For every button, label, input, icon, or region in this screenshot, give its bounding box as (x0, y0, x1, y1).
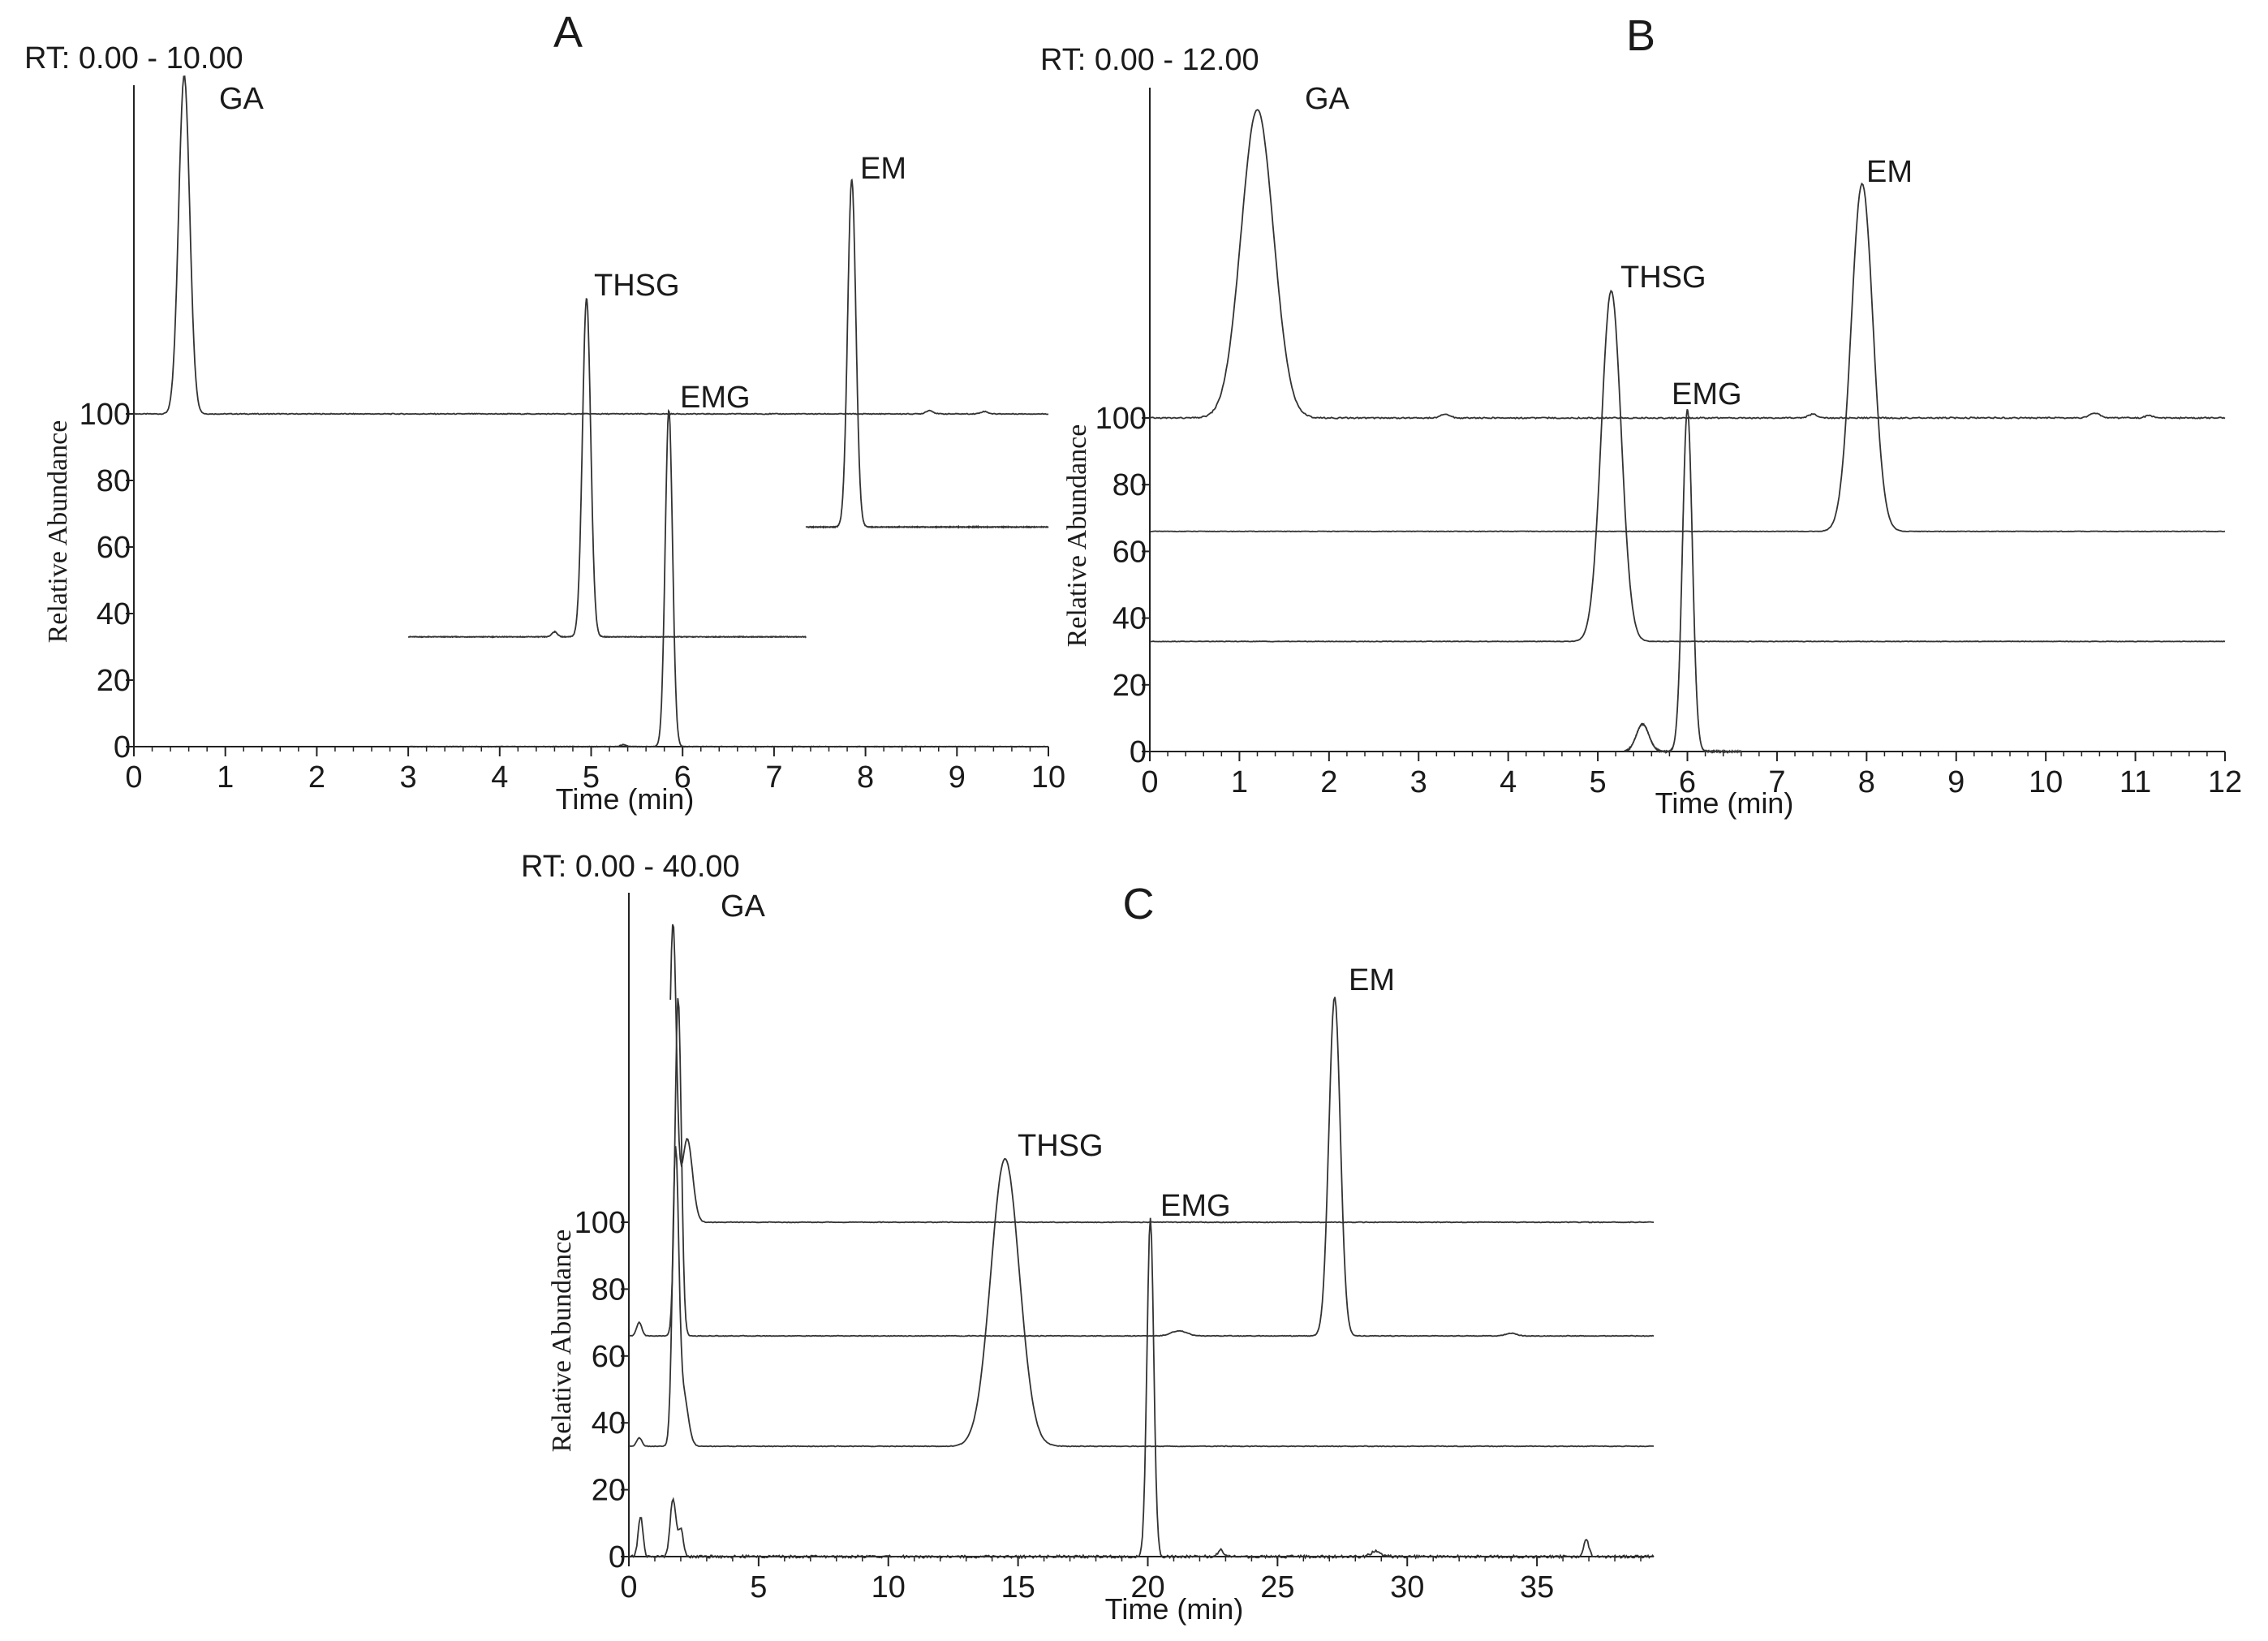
peak-label-emg: EMG (1672, 377, 1742, 411)
y-tick-label: 0 (1130, 735, 1147, 769)
x-tick-label: 25 (1260, 1570, 1294, 1604)
x-tick-label: 4 (491, 760, 508, 795)
trace-thsg (407, 298, 807, 639)
peak-label-thsg: THSG (1620, 261, 1706, 295)
y-tick-label: 40 (97, 597, 131, 631)
x-tick-label: 1 (217, 760, 234, 795)
x-tick-label: 1 (1231, 765, 1248, 799)
y-tick-label: 80 (592, 1273, 626, 1307)
x-tick-label: 2 (308, 760, 325, 795)
x-tick-label: 8 (1858, 765, 1875, 799)
x-tick-label: 8 (857, 760, 874, 795)
y-tick-label: 100 (80, 398, 131, 432)
chromatogram-panel-c: C RT: 0.00 - 40.00 0 5 10 15 20 25 30 35 0 20 40 60… (521, 850, 1655, 1626)
x-tick-label: 0 (620, 1570, 637, 1604)
trace-ga (133, 75, 1049, 416)
peak-label-thsg: THSG (594, 269, 680, 303)
peak-label-ga: GA (1305, 82, 1350, 116)
trace-em (628, 997, 1655, 1337)
trace-em (1149, 182, 2226, 532)
x-tick-label: 7 (1768, 765, 1785, 799)
rt-range-label: RT: 0.00 - 40.00 (521, 850, 740, 884)
y-tick-label: 80 (97, 464, 131, 498)
x-tick-label: 4 (1500, 765, 1517, 799)
y-tick-label: 20 (592, 1474, 626, 1508)
x-tick-label: 35 (1520, 1570, 1554, 1604)
y-axis-title: Relative Abundance (43, 420, 73, 644)
plot-area: 0 5 10 15 20 25 30 35 0 20 40 60 80 100 GA EM THSG EMG (575, 889, 1655, 1604)
peak-label-ga: GA (721, 889, 766, 924)
x-tick-label: 12 (2208, 765, 2242, 799)
x-tick-label: 3 (400, 760, 417, 795)
y-tick-label: 100 (1095, 402, 1147, 436)
rt-range-label: RT: 0.00 - 10.00 (24, 41, 243, 75)
rt-range-label: RT: 0.00 - 12.00 (1040, 43, 1259, 77)
x-axis-title: Time (min) (1105, 1592, 1244, 1626)
panel-label: B (1626, 11, 1655, 60)
x-tick-label: 10 (871, 1570, 906, 1604)
x-tick-label: 0 (1141, 765, 1158, 799)
x-tick-label: 10 (2029, 765, 2063, 799)
chromatogram-panel-a: A RT: 0.00 - 10.00 0 1 2 3 4 5 6 7 8 9 10020406080… (24, 8, 1065, 816)
trace-emg (408, 408, 1049, 748)
x-tick-label: 0 (125, 760, 142, 795)
peak-label-em: EM (1349, 963, 1395, 997)
y-tick-label: 40 (592, 1406, 626, 1441)
x-tick-label: 15 (1001, 1570, 1035, 1604)
panel-label: A (553, 8, 583, 57)
panel-label: C (1123, 880, 1155, 928)
x-tick-label: 5 (750, 1570, 767, 1604)
y-tick-label: 60 (97, 531, 131, 565)
y-tick-label: 60 (1112, 535, 1147, 569)
trace-thsg (628, 1146, 1655, 1448)
trace-emg (1624, 408, 1742, 755)
x-tick-label: 20 (1130, 1570, 1164, 1604)
trace-em (805, 178, 1049, 529)
peak-label-emg: EMG (1160, 1189, 1231, 1223)
y-tick-label: 60 (592, 1340, 626, 1374)
x-axis-title: Time (min) (1655, 786, 1794, 820)
x-tick-label: 11 (2120, 765, 2151, 799)
y-tick-label: 100 (575, 1206, 626, 1240)
y-axis-title: Relative Abundance (1062, 424, 1092, 648)
y-tick-label: 0 (609, 1540, 626, 1574)
trace-ga (1150, 109, 2226, 420)
x-tick-label: 7 (765, 760, 782, 795)
x-tick-label: 30 (1390, 1570, 1424, 1604)
x-tick-label: 5 (1590, 765, 1607, 799)
x-tick-label: 6 (1679, 765, 1696, 799)
trace-emg (628, 1217, 1655, 1560)
x-tick-label: 6 (674, 760, 691, 795)
peak-label-em: EM (1866, 155, 1913, 189)
x-tick-label: 9 (1947, 765, 1965, 799)
y-tick-label: 0 (114, 730, 131, 765)
y-tick-label: 20 (97, 664, 131, 698)
y-axis-title: Relative Abundance (547, 1230, 577, 1453)
x-tick-label: 5 (583, 760, 600, 795)
chromatogram-panel-b: B RT: 0.00 - 12.00 0 1 2 3 4 5 6 7 8 9 10 11 1202040… (1040, 11, 2242, 820)
y-tick-label: 20 (1112, 669, 1147, 703)
trace-ga (669, 924, 1655, 1224)
x-tick-label: 2 (1320, 765, 1337, 799)
peak-label-emg: EMG (680, 381, 751, 415)
peak-label-em: EM (860, 152, 906, 186)
y-tick-label: 80 (1112, 468, 1147, 502)
x-axis-title: Time (min) (556, 782, 695, 816)
y-tick-label: 40 (1112, 602, 1147, 636)
x-tick-label: 10 (1031, 760, 1065, 795)
peak-label-thsg: THSG (1018, 1129, 1104, 1163)
x-tick-label: 9 (949, 760, 966, 795)
x-tick-label: 3 (1410, 765, 1427, 799)
trace-thsg (1149, 289, 2226, 643)
peak-label-ga: GA (219, 82, 265, 116)
